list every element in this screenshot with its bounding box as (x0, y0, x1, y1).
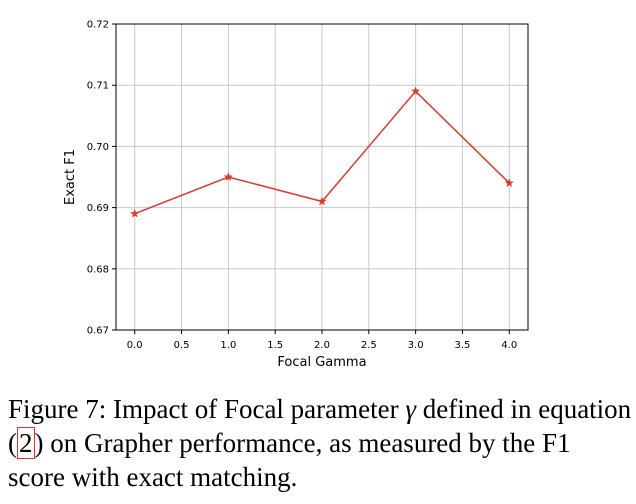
data-point-star (130, 208, 140, 218)
caption-text-end: ) on Grapher performance, as measured by… (8, 428, 571, 492)
data-point-star (504, 178, 514, 188)
y-tick-label: 0.67 (87, 326, 109, 337)
y-tick-label: 0.72 (87, 20, 109, 31)
x-tick-label: 3.5 (455, 340, 471, 351)
x-tick-label: 3.0 (408, 340, 424, 351)
x-tick-label: 2.0 (314, 340, 330, 351)
x-tick-label: 2.5 (361, 340, 377, 351)
figure-caption: Figure 7: Impact of Focal parameter γ de… (8, 392, 632, 494)
x-tick-label: 1.5 (267, 340, 283, 351)
y-axis-ticks: 0.67 0.68 0.69 0.70 0.71 0.72 (87, 20, 116, 337)
x-tick-label: 4.0 (501, 340, 517, 351)
focal-gamma-chart: 0.0 0.5 1.0 1.5 2.0 2.5 3.0 3.5 4.0 0.67 0.68 0.69… (63, 20, 529, 370)
y-tick-label: 0.69 (87, 203, 109, 214)
data-point-star (410, 86, 421, 96)
x-axis-ticks: 0.0 0.5 1.0 1.5 2.0 2.5 3.0 3.5 4.0 (127, 330, 517, 351)
caption-text-start: Figure 7: Impact of Focal parameter (8, 394, 406, 424)
gamma-symbol: γ (405, 394, 416, 424)
y-tick-label: 0.68 (87, 264, 109, 275)
data-point-star (223, 172, 234, 182)
x-tick-label: 1.0 (220, 340, 236, 351)
data-point-star (317, 196, 327, 206)
y-axis-label: Exact F1 (63, 149, 78, 205)
grid-lines (116, 23, 528, 331)
y-tick-label: 0.70 (87, 142, 109, 153)
equation-reference-link[interactable]: 2 (17, 427, 35, 459)
y-tick-label: 0.71 (87, 81, 109, 92)
caption-text-middle: defined in equation ( (8, 394, 632, 458)
x-tick-label: 0.5 (174, 340, 190, 351)
series-exact-f1 (130, 86, 514, 218)
x-tick-label: 0.0 (127, 340, 143, 351)
x-axis-label: Focal Gamma (277, 355, 366, 370)
